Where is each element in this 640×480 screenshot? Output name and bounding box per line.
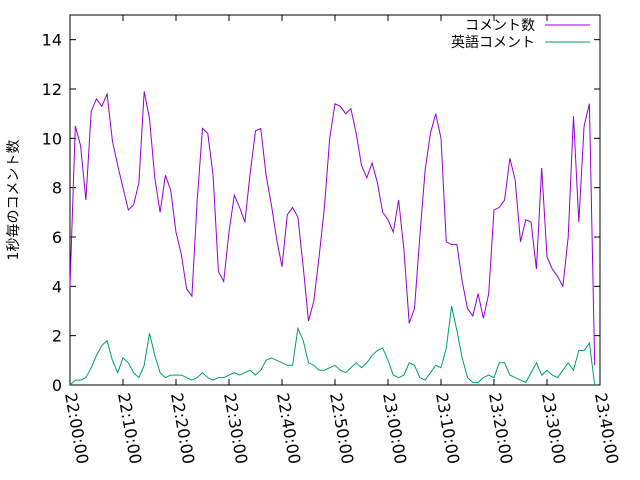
y-axis-ticks: 0 2 4 6 8 10 12 14 <box>42 31 600 395</box>
y-tick-label: 4 <box>52 277 62 296</box>
y-tick-label: 12 <box>42 80 62 99</box>
y-axis-label: 1秒毎のコメント数 <box>6 140 22 261</box>
y-tick-label: 14 <box>42 31 62 50</box>
y-tick-label: 10 <box>42 129 62 148</box>
legend-label: 英語コメント <box>451 34 535 51</box>
series-layer <box>69 91 596 386</box>
series-line-1 <box>69 305 596 386</box>
y-tick-label: 6 <box>52 228 62 247</box>
y-tick-label: 8 <box>52 179 62 198</box>
series-line-0 <box>69 91 596 366</box>
legend-label: コメント数 <box>465 18 535 34</box>
y-tick-label: 0 <box>52 376 62 395</box>
y-tick-label: 2 <box>52 327 62 346</box>
